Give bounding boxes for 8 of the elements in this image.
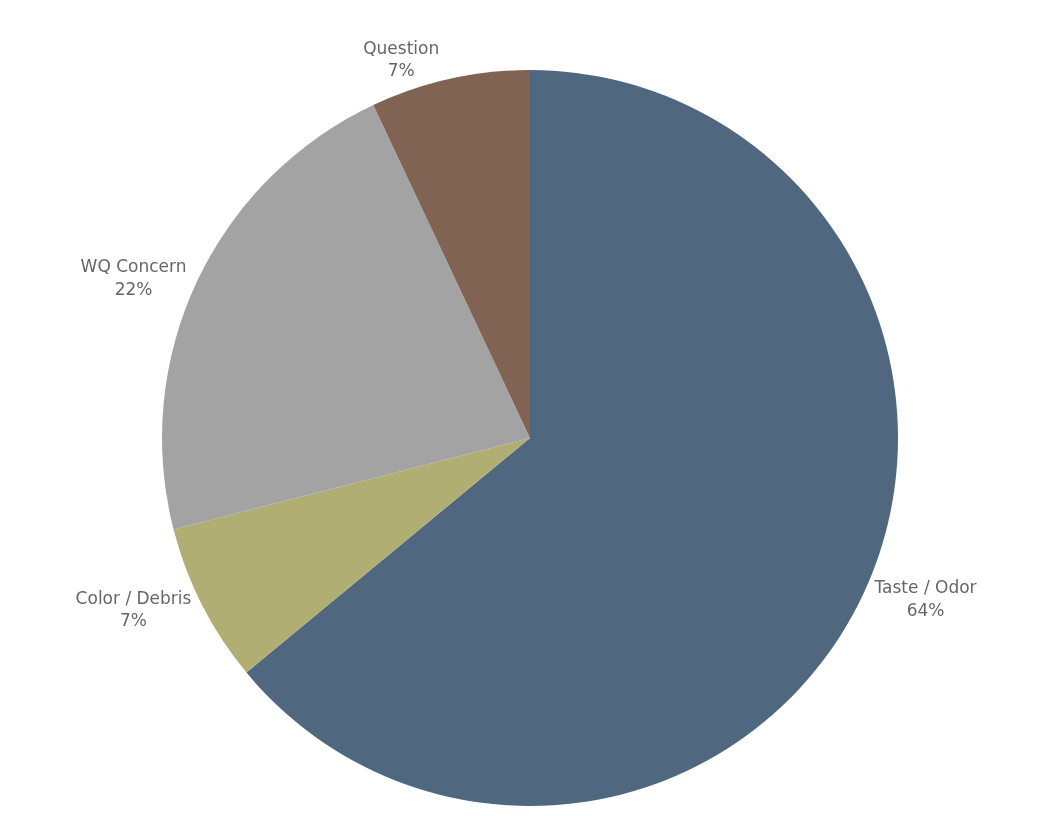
slice-label: Taste / Odor [873, 577, 977, 598]
data-label: 7% [387, 59, 415, 80]
data-label: 64% [906, 599, 945, 620]
data-label: 22% [114, 278, 153, 299]
data-label: 7% [120, 610, 148, 631]
slice-label: Question [363, 37, 440, 58]
slice-label: Color / Debris [75, 588, 192, 609]
slice-label: WQ Concern [80, 256, 187, 277]
